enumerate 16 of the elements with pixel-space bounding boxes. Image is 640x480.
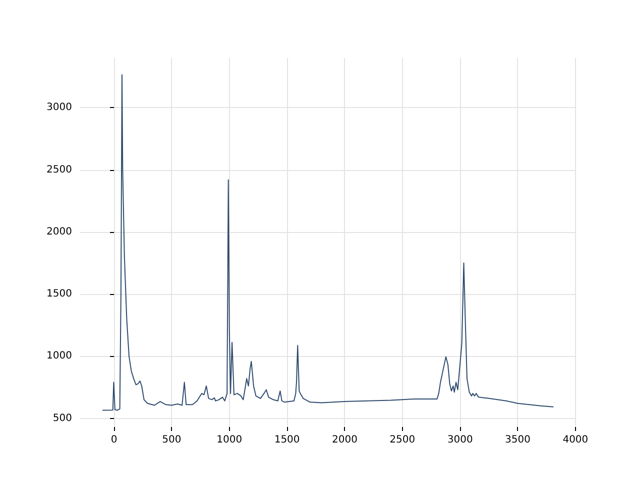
x-tick-label: 4000: [562, 434, 588, 446]
y-tick-label: 2500: [46, 164, 72, 176]
y-tick-label: 500: [52, 412, 72, 424]
line-series: [102, 74, 554, 411]
x-tick-label: 2500: [390, 434, 416, 446]
x-tick-label: 1000: [216, 434, 242, 446]
x-tick-label: 3000: [447, 434, 473, 446]
y-tick-label: 2000: [46, 226, 72, 238]
y-tick-label: 1500: [46, 288, 72, 300]
x-tick-label: 500: [162, 434, 182, 446]
x-tick-label: 3500: [505, 434, 530, 446]
y-tick-label: 3000: [46, 102, 72, 114]
x-tick-label: 1500: [274, 434, 300, 446]
x-tick-label: 0: [110, 434, 118, 446]
x-tick-label: 2000: [332, 434, 358, 446]
y-tick-label: 1000: [46, 350, 72, 362]
